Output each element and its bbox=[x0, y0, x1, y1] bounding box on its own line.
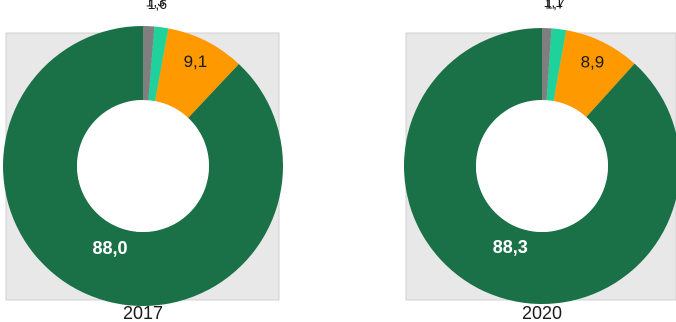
slice-label-4: 1,1 bbox=[544, 0, 564, 10]
slice-label-2: 9,1 bbox=[184, 52, 208, 71]
year-label: 2017 bbox=[123, 303, 163, 322]
slice-4 bbox=[143, 26, 155, 101]
slice-1 bbox=[404, 28, 676, 304]
slice-label-1: 88,0 bbox=[92, 238, 127, 258]
year-label: 2020 bbox=[522, 303, 562, 322]
slice-label-2: 8,9 bbox=[581, 53, 605, 72]
slice-label-1: 88,3 bbox=[493, 237, 528, 257]
donut-hole bbox=[476, 100, 608, 232]
slice-2 bbox=[154, 28, 239, 118]
donut-chart-2017: 88,0 9,1 1,61,3 2017 bbox=[3, 0, 284, 322]
slice-3 bbox=[546, 28, 567, 102]
slice-2 bbox=[553, 30, 635, 118]
donut-hole bbox=[77, 100, 209, 232]
slice-1 bbox=[3, 26, 284, 307]
slice-3 bbox=[148, 26, 169, 102]
donut-chart-2020: 88,3 8,9 1,71,1 2020 bbox=[404, 0, 676, 322]
slice-4 bbox=[542, 28, 552, 101]
slice-label-4: 1,3 bbox=[146, 0, 166, 9]
slice-label-3: 1,7 bbox=[545, 0, 565, 11]
slice-label-3: 1,6 bbox=[148, 0, 168, 12]
